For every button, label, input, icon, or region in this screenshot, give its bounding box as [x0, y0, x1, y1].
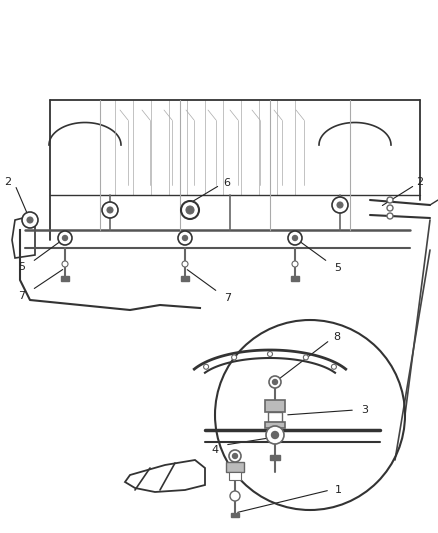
- Circle shape: [229, 450, 241, 462]
- Circle shape: [387, 205, 393, 211]
- Text: 2: 2: [417, 177, 424, 187]
- Bar: [181, 276, 189, 281]
- Circle shape: [272, 379, 278, 384]
- Circle shape: [266, 426, 284, 444]
- Circle shape: [304, 355, 308, 360]
- Circle shape: [27, 217, 33, 223]
- Bar: [226, 462, 244, 472]
- Circle shape: [183, 236, 187, 240]
- Circle shape: [233, 454, 237, 458]
- Circle shape: [332, 364, 336, 369]
- Circle shape: [337, 202, 343, 208]
- Bar: [291, 276, 299, 281]
- Bar: [268, 412, 282, 422]
- Circle shape: [387, 197, 393, 203]
- Bar: [265, 400, 285, 412]
- Circle shape: [178, 231, 192, 245]
- Circle shape: [102, 202, 118, 218]
- Bar: [61, 276, 69, 281]
- Text: 6: 6: [223, 178, 230, 188]
- Circle shape: [204, 364, 208, 369]
- Circle shape: [181, 201, 199, 219]
- Bar: [270, 455, 280, 460]
- Circle shape: [268, 351, 272, 357]
- Circle shape: [269, 376, 281, 388]
- Circle shape: [62, 261, 68, 267]
- Circle shape: [230, 491, 240, 501]
- Circle shape: [182, 261, 188, 267]
- Circle shape: [63, 236, 67, 240]
- Text: 8: 8: [333, 332, 341, 342]
- Text: 2: 2: [4, 177, 11, 187]
- Bar: [229, 472, 241, 480]
- Circle shape: [186, 206, 194, 214]
- Circle shape: [22, 212, 38, 228]
- Circle shape: [58, 231, 72, 245]
- Circle shape: [272, 432, 279, 439]
- Text: 7: 7: [224, 293, 232, 303]
- Circle shape: [107, 207, 113, 213]
- Text: 3: 3: [361, 405, 368, 415]
- Circle shape: [232, 355, 237, 360]
- Bar: [231, 513, 239, 517]
- Text: 5: 5: [18, 262, 25, 272]
- Bar: [265, 422, 285, 428]
- Text: 4: 4: [212, 445, 219, 455]
- Circle shape: [387, 213, 393, 219]
- Text: 5: 5: [335, 263, 342, 273]
- Circle shape: [292, 261, 298, 267]
- Text: 7: 7: [18, 291, 25, 301]
- Circle shape: [332, 197, 348, 213]
- Circle shape: [293, 236, 297, 240]
- Circle shape: [288, 231, 302, 245]
- Text: 1: 1: [335, 485, 342, 495]
